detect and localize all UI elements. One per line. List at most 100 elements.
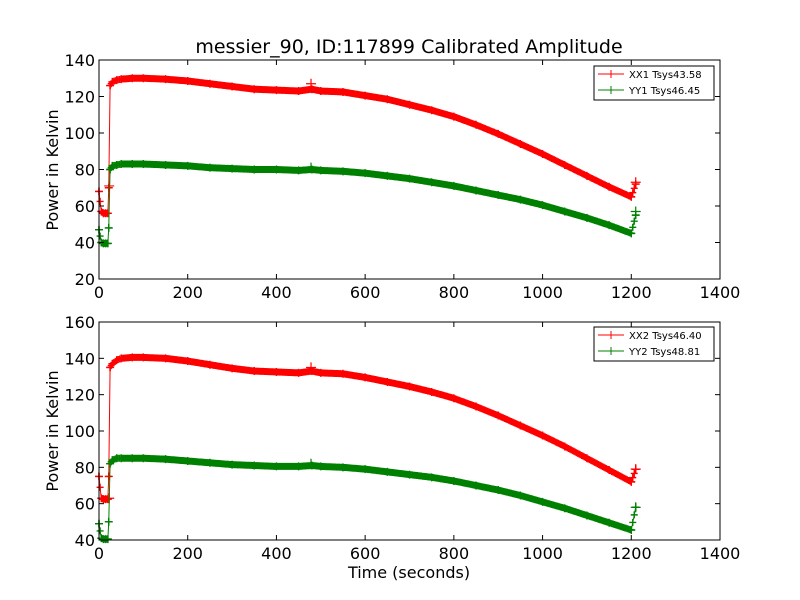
- bottom-series-2-point: [104, 517, 113, 526]
- top-series-1-point: [560, 160, 569, 169]
- top-series-2-point: [449, 181, 458, 190]
- top-series-1-point: [383, 95, 392, 104]
- bottom-series-1-point: [183, 357, 192, 366]
- bottom-series-2-point: [516, 491, 525, 500]
- top-series-2-point: [472, 186, 481, 195]
- bottom-y-tick-label: 140: [64, 349, 95, 368]
- top-series-2-point: [338, 167, 347, 176]
- bottom-series-1-point: [427, 387, 436, 396]
- top-series-1-point: [361, 91, 370, 100]
- top-series-2-point: [627, 229, 636, 238]
- bottom-series-2-point: [427, 473, 436, 482]
- bottom-series-2-outlier: [306, 458, 317, 469]
- bottom-series-2-point: [228, 460, 237, 469]
- top-legend-box: [593, 65, 715, 101]
- bottom-series-2-point: [183, 456, 192, 465]
- bottom-series-2-point: [361, 465, 370, 474]
- bottom-plot-area: 0 200 400 600 800 1000 1200 1400 40 60 80 100 120 140…: [64, 313, 740, 563]
- top-series-2-point: [104, 223, 113, 232]
- top-y-tick-label: 140: [64, 51, 95, 70]
- top-x-tick-label: 200: [172, 283, 203, 302]
- bottom-legend-marker-2: [607, 347, 615, 355]
- top-x-tick-label: 0: [94, 283, 104, 302]
- top-series-1-point: [117, 75, 126, 84]
- bottom-series-1-point: [316, 368, 325, 377]
- bottom-series-2-point: [627, 526, 636, 535]
- top-series-1-point: [183, 76, 192, 85]
- top-series-2-point: [316, 166, 325, 175]
- top-series-2-point: [161, 160, 170, 169]
- bottom-y-tick-label: 40: [75, 531, 95, 550]
- top-series-2-point: [427, 178, 436, 187]
- bottom-series-1-outlier: [306, 362, 317, 373]
- top-series-2-point: [538, 201, 547, 210]
- bottom-series-1-point: [307, 367, 316, 376]
- bottom-series-1-point: [472, 402, 481, 411]
- top-x-tick-label: 400: [261, 283, 292, 302]
- bottom-series-2-point: [139, 454, 148, 463]
- bottom-series-1-point: [128, 353, 137, 362]
- bottom-series-2-point: [128, 454, 137, 463]
- bottom-x-tick-label: 800: [439, 544, 470, 563]
- top-x-tick-label: 1000: [522, 283, 563, 302]
- top-series-1-point: [228, 82, 237, 91]
- bottom-series-2-point: [272, 462, 281, 471]
- bottom-series-1-point: [605, 466, 614, 475]
- bottom-series-1-point: [538, 431, 547, 440]
- top-series-1-point: [161, 75, 170, 84]
- bottom-y-axis-label: Power in Kelvin: [43, 370, 62, 491]
- bottom-series-1-point: [104, 472, 113, 481]
- top-legend-marker-1: [607, 70, 615, 78]
- top-series-2-point: [183, 161, 192, 170]
- top-series-1-point: [108, 77, 117, 86]
- bottom-x-tick-label: 1000: [522, 544, 563, 563]
- bottom-series-2-point: [316, 462, 325, 471]
- bottom-x-tick-label: 200: [172, 544, 203, 563]
- bottom-legend-marker-1: [607, 331, 615, 339]
- bottom-series-1-point: [560, 442, 569, 451]
- top-series-1-point: [449, 112, 458, 121]
- bottom-legend-label-1: XX2 Tsys46.40: [629, 331, 702, 342]
- bottom-series-1-point: [405, 382, 414, 391]
- top-series-1-point: [405, 100, 414, 109]
- top-series-2-point: [494, 191, 503, 200]
- top-series-1-point: [205, 79, 214, 88]
- bottom-y-tick-label: 160: [64, 313, 95, 332]
- top-y-tick-label: 20: [75, 270, 95, 289]
- bottom-x-tick-label: 600: [350, 544, 381, 563]
- top-y-tick-label: 80: [75, 161, 95, 180]
- bottom-series-1-point: [361, 373, 370, 382]
- top-legend-label-1: XX1 Tsys43.58: [629, 70, 702, 81]
- top-series-1-point: [605, 182, 614, 191]
- bottom-series-2-point: [383, 467, 392, 476]
- bottom-series-1-point: [250, 367, 259, 376]
- top-series-1-point: [538, 149, 547, 158]
- bottom-x-tick-label: 1200: [611, 544, 652, 563]
- top-series-1-point: [338, 87, 347, 96]
- bottom-series-1-point: [338, 369, 347, 378]
- top-y-tick-label: 60: [75, 197, 95, 216]
- bottom-series-1-point: [205, 360, 214, 369]
- bottom-series-1-point: [294, 368, 303, 377]
- top-legend-marker-2: [607, 86, 615, 94]
- top-series-2-point: [103, 239, 112, 248]
- top-y-tick-label: 40: [75, 234, 95, 253]
- top-series-1-point: [112, 76, 121, 85]
- top-series-1-point: [627, 192, 636, 201]
- bottom-series-2-outlier: [630, 502, 641, 513]
- bottom-series-1-point: [627, 477, 636, 486]
- top-series-1-point: [582, 171, 591, 180]
- top-plot-area: 0 200 400 600 800 1000 1200 1400 20 40 60 80 100 120 1…: [64, 51, 740, 302]
- top-legend: XX1 Tsys43.58 YY1 Tsys46.45: [593, 65, 715, 101]
- top-series-1-point: [103, 209, 112, 218]
- bottom-series-1-point: [108, 359, 117, 368]
- bottom-x-tick-label: 0: [94, 544, 104, 563]
- bottom-series-1-point: [228, 364, 237, 373]
- bottom-x-axis-label: Time (seconds): [347, 563, 470, 582]
- top-series-2-point: [383, 171, 392, 180]
- bottom-series-2-point: [103, 535, 112, 544]
- bottom-series-1-point: [272, 367, 281, 376]
- top-series-2-point: [272, 165, 281, 174]
- top-series-2-point: [228, 164, 237, 173]
- top-series-1-point: [427, 106, 436, 115]
